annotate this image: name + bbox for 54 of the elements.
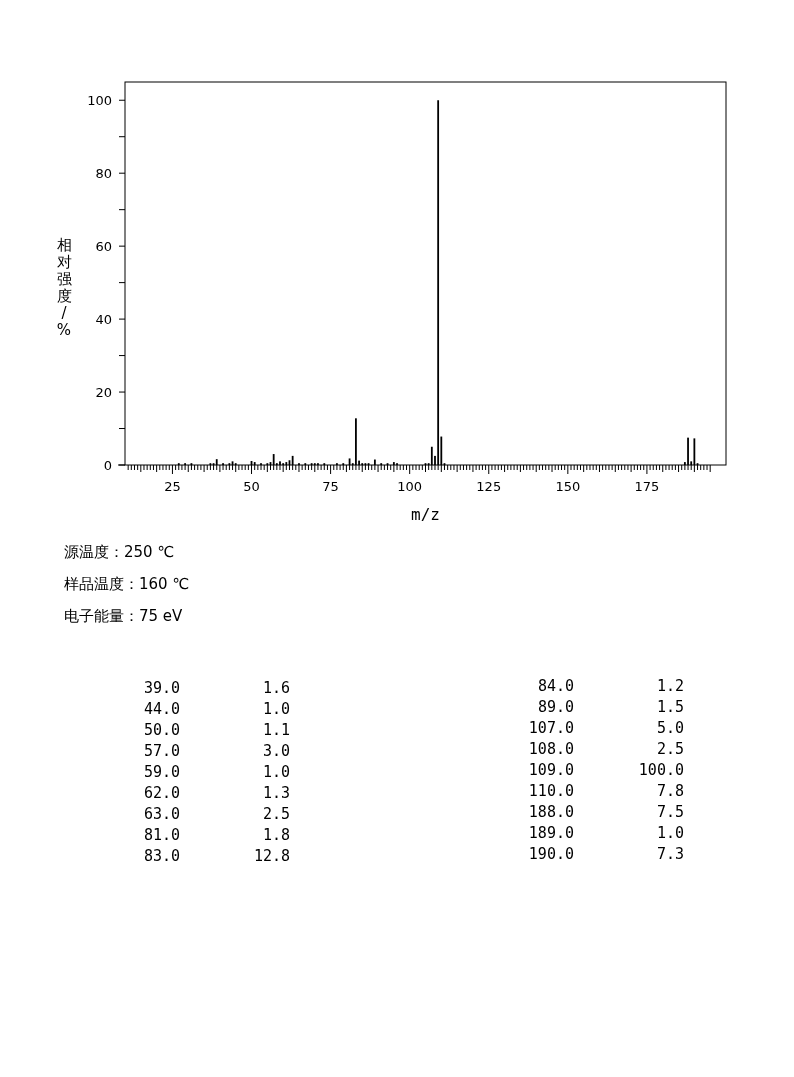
text: 1.8 — [262, 826, 290, 844]
text: 84.0 — [537, 677, 574, 695]
text: 2.5 — [656, 740, 684, 758]
x-tick-label: 25 — [164, 479, 181, 494]
x-tick-label: 50 — [243, 479, 260, 494]
text: 89.0 — [537, 698, 574, 716]
text: 100.0 — [638, 761, 684, 779]
text: 1.5 — [656, 698, 684, 716]
text: 7.3 — [656, 845, 684, 863]
text: 50.0 — [143, 721, 180, 739]
text: 109.0 — [528, 761, 574, 779]
text: 1.1 — [262, 721, 290, 739]
text: 188.0 — [528, 803, 574, 821]
text: 7.8 — [656, 782, 684, 800]
y-tick-label: 0 — [103, 458, 112, 473]
text: 108.0 — [528, 740, 574, 758]
text: 189.0 — [528, 824, 574, 842]
y-tick-label: 20 — [95, 385, 112, 401]
y-tick-label: 80 — [95, 166, 112, 182]
text: 190.0 — [528, 845, 574, 863]
x-tick-label: 100 — [397, 479, 423, 494]
text: 107.0 — [528, 719, 574, 737]
text: 62.0 — [143, 784, 180, 802]
text: 59.0 — [143, 763, 180, 781]
text: 63.0 — [143, 805, 180, 823]
text: 1.6 — [262, 679, 290, 697]
text: 电子能量：75 eV — [64, 607, 184, 625]
text: 3.0 — [262, 742, 290, 760]
x-tick-label: 175 — [634, 479, 660, 494]
x-tick-label: 150 — [555, 479, 581, 494]
text: 44.0 — [143, 700, 180, 718]
text: 12.8 — [253, 847, 290, 865]
y-tick-label: 40 — [95, 312, 112, 328]
text: 1.0 — [262, 700, 290, 718]
x-tick-label: 75 — [322, 479, 339, 494]
text: 39.0 — [143, 679, 180, 697]
text: 1.0 — [262, 763, 290, 781]
x-axis-title: m/z — [411, 505, 440, 524]
text: 1.3 — [262, 784, 290, 802]
x-tick-label: 125 — [476, 479, 502, 494]
text: 110.0 — [528, 782, 574, 800]
y-axis-title: 相对强度/% — [56, 236, 72, 339]
y-tick-label: 100 — [87, 93, 112, 109]
text: 57.0 — [143, 742, 180, 760]
text: 1.2 — [656, 677, 684, 695]
text: 样品温度：160 ℃ — [64, 575, 190, 593]
text: 83.0 — [143, 847, 180, 865]
text: 2.5 — [262, 805, 290, 823]
y-tick-label: 60 — [95, 239, 112, 255]
text: 7.5 — [656, 803, 684, 821]
text: 5.0 — [656, 719, 684, 737]
text: 源温度：250 ℃ — [64, 543, 175, 561]
text: 1.0 — [656, 824, 684, 842]
text: 81.0 — [143, 826, 180, 844]
